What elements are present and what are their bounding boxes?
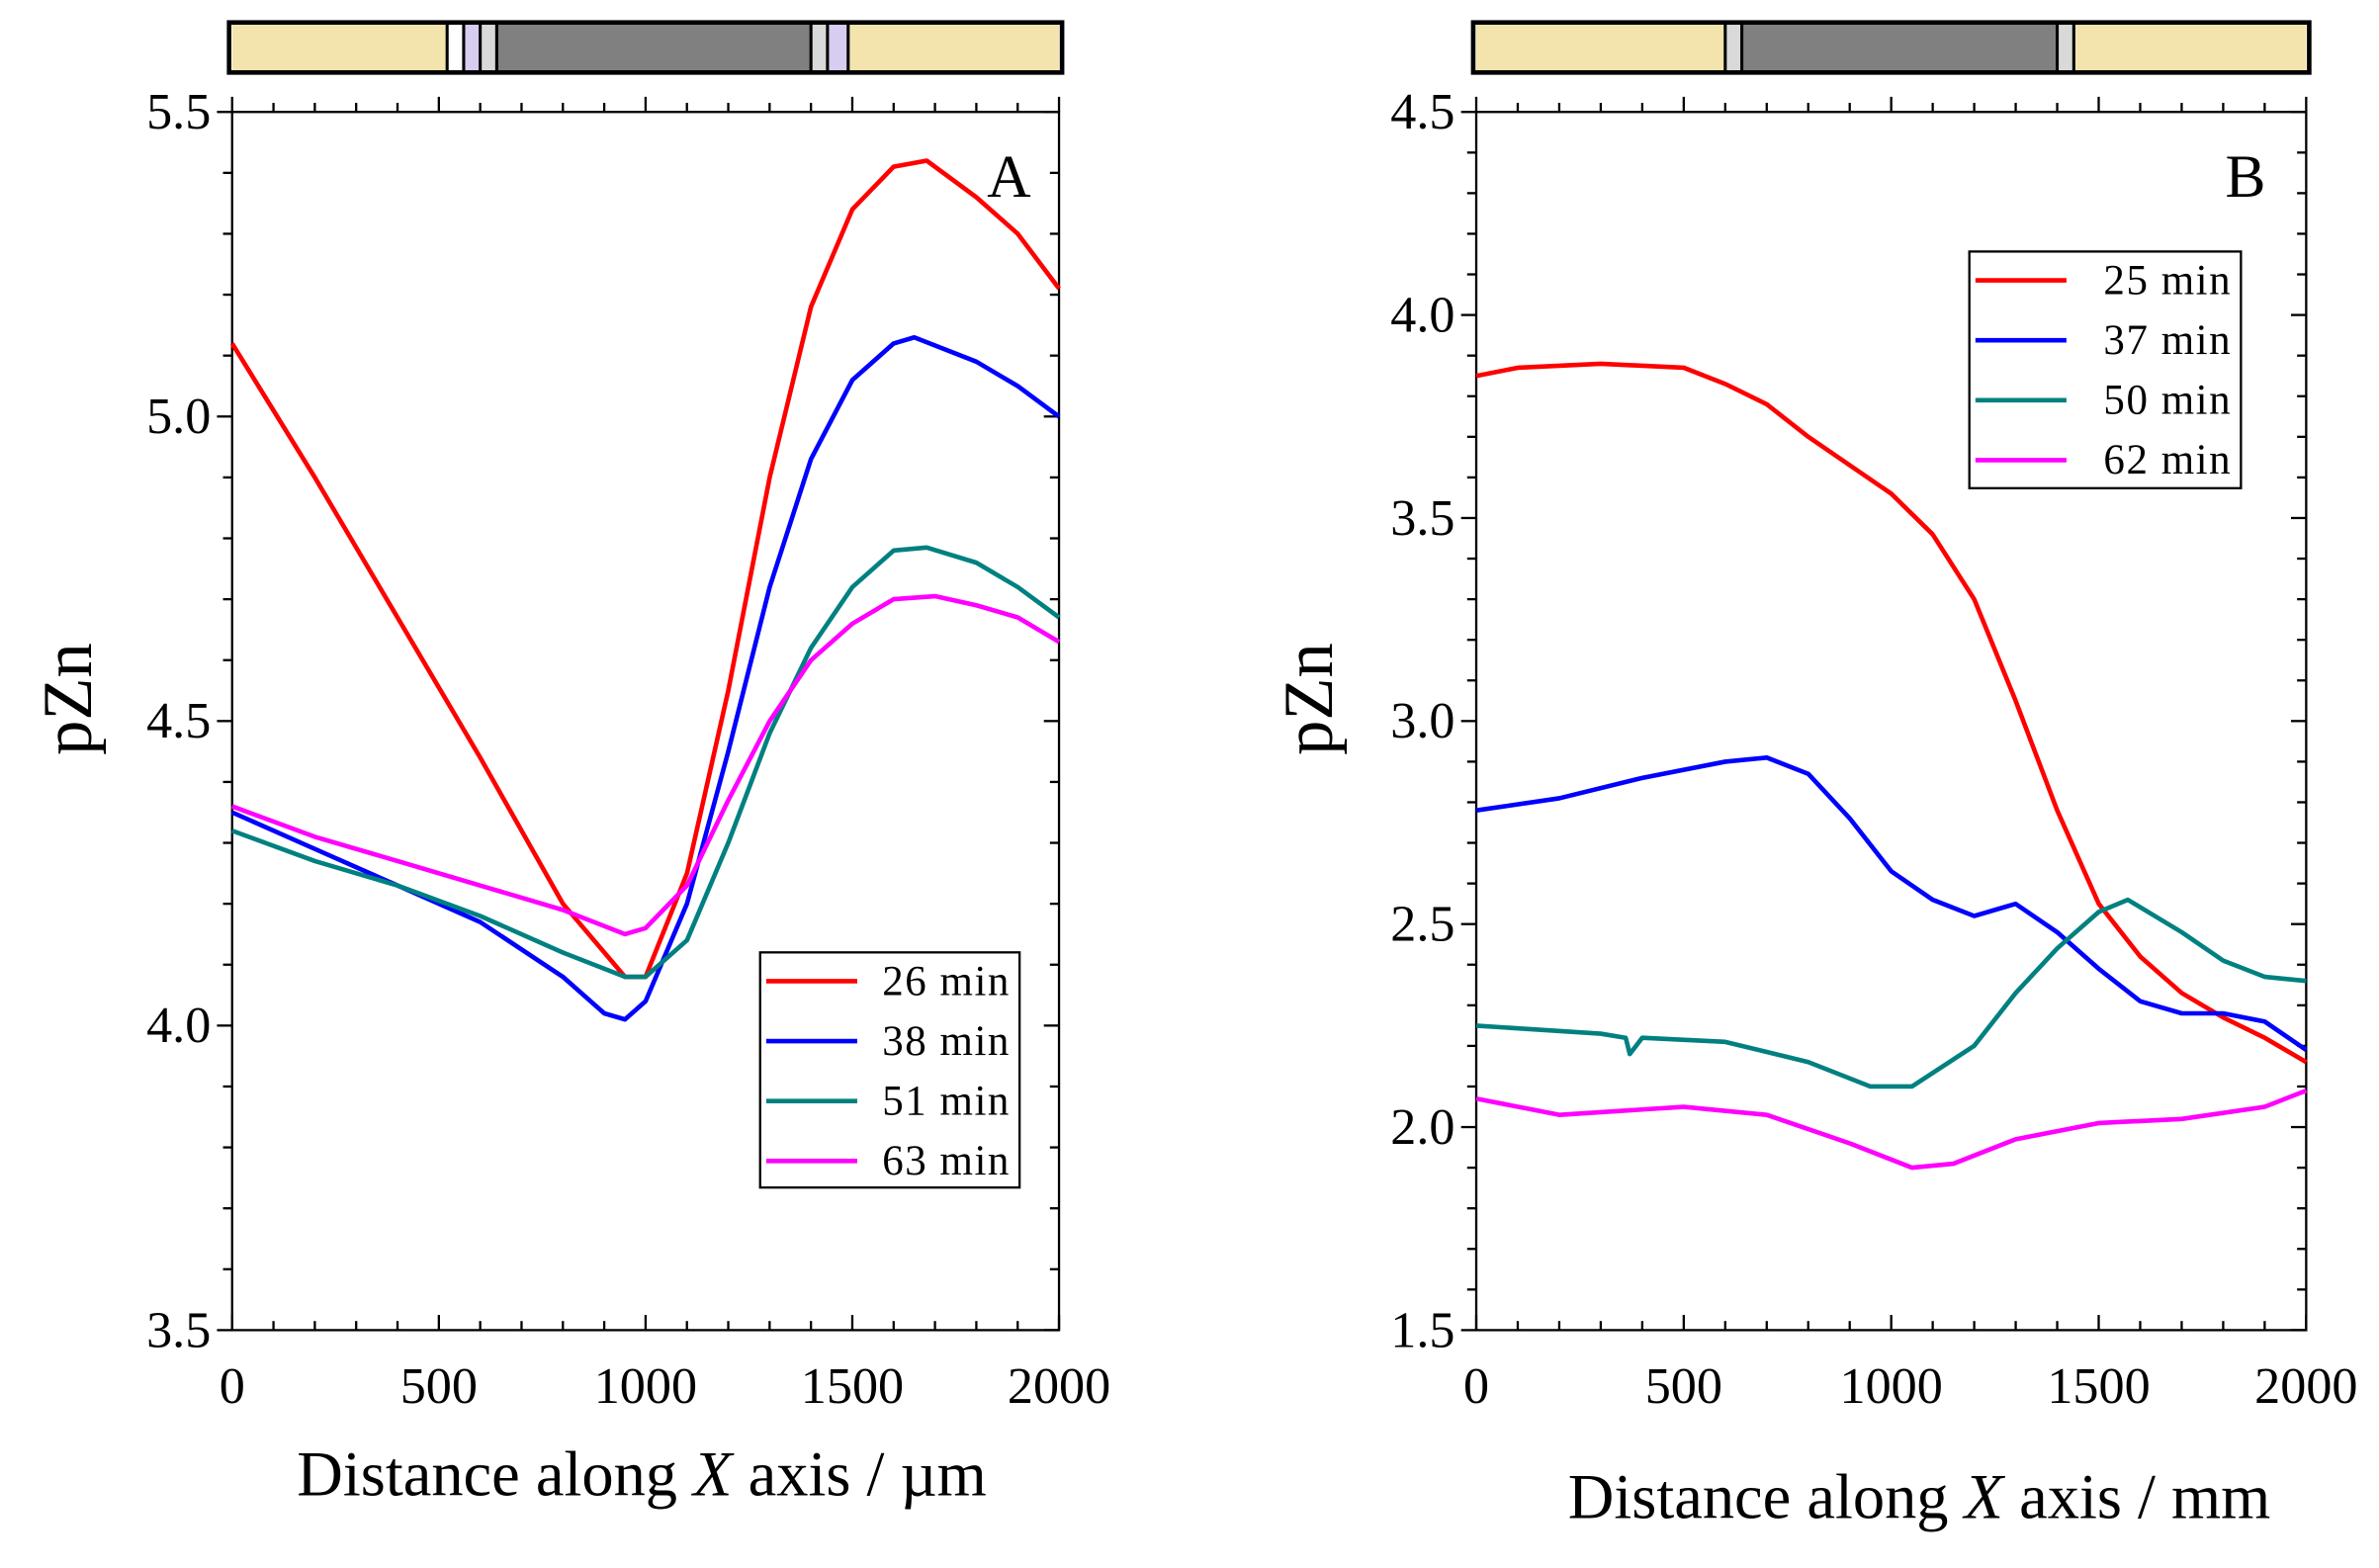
- strip-segment: [847, 22, 1060, 73]
- x-axis-label-suffix: axis / mm: [2003, 1462, 2270, 1532]
- x-axis-label-prefix: Distance along: [297, 1439, 693, 1510]
- x-tick-label: 1500: [801, 1358, 904, 1415]
- strip-segment: [1476, 22, 1725, 73]
- x-axis-label: Distance along X axis / µm: [297, 1439, 986, 1510]
- x-axis-label-suffix: axis / µm: [733, 1439, 987, 1510]
- y-tick-label: 2.0: [1390, 1099, 1454, 1156]
- legend-box: [758, 951, 1021, 1189]
- x-axis-label-variable: X: [1962, 1462, 2006, 1532]
- panel-label: B: [2226, 143, 2266, 211]
- strip-segment: [480, 22, 497, 73]
- legend-label: 38 min: [882, 1018, 1011, 1065]
- y-tick-label: 4.5: [1390, 84, 1454, 140]
- x-tick-label: 0: [220, 1358, 245, 1415]
- series-line-25-min: [1475, 361, 2308, 1065]
- y-tick-label: 5.0: [146, 389, 211, 445]
- series-line-63-min: [230, 593, 1061, 937]
- legend-label: 62 min: [2103, 437, 2232, 483]
- y-tick-label: 5.5: [146, 84, 211, 140]
- series-line-51-min: [230, 545, 1061, 980]
- chart-panel-b: 0 500 1000 1500 2000 1.5 2.0 2.5 3.0 3.5 4.0 4.5 25 …: [1271, 20, 2358, 1532]
- y-tick-label: 4.5: [146, 693, 211, 749]
- legend-label: 37 min: [2103, 317, 2232, 364]
- y-tick-label: 4.0: [146, 998, 211, 1054]
- x-tick-label: 2000: [1008, 1358, 1110, 1415]
- x-tick-label: 1000: [1840, 1358, 1943, 1415]
- y-axis-label: pZn: [30, 643, 107, 755]
- strip-segment: [447, 22, 464, 73]
- legend-label: 26 min: [882, 958, 1011, 1004]
- y-tick-label: 3.0: [1390, 693, 1454, 749]
- strip-segment: [2073, 22, 2307, 73]
- x-axis-label-prefix: Distance along: [1568, 1462, 1965, 1532]
- legend-label: 63 min: [882, 1138, 1011, 1184]
- panel-label: A: [987, 143, 1030, 211]
- strip-segment: [231, 22, 448, 73]
- x-tick-label: 1000: [594, 1358, 697, 1415]
- strip-segment: [2057, 22, 2074, 73]
- x-tick-label: 500: [1645, 1358, 1722, 1415]
- series-line-62-min: [1475, 1088, 2308, 1171]
- y-tick-label: 2.5: [1390, 897, 1454, 953]
- series-line-50-min: [1475, 897, 2307, 1089]
- strip-segment: [463, 22, 481, 73]
- y-axis-label: pZn: [1271, 643, 1348, 755]
- strip-segment: [496, 22, 812, 73]
- legend: 26 min 38 min 51 min 63 min: [758, 951, 1021, 1189]
- strip-segment: [1724, 22, 1742, 73]
- series-line-26-min: [229, 158, 1061, 980]
- series-line-38-min: [230, 334, 1061, 1022]
- y-tick-label: 4.0: [1390, 287, 1454, 343]
- y-tick-label: 3.5: [1390, 490, 1454, 547]
- x-tick-label: 1500: [2047, 1358, 2150, 1415]
- legend-label: 50 min: [2103, 378, 2232, 424]
- legend: 25 min 37 min 50 min 62 min: [1968, 250, 2243, 489]
- y-tick-label: 1.5: [1390, 1302, 1454, 1358]
- strip-segment: [1741, 22, 2058, 73]
- x-tick-label: 0: [1463, 1358, 1489, 1415]
- legend-box: [1968, 250, 2243, 489]
- strip-outline: [1470, 20, 2312, 75]
- legend-label: 51 min: [882, 1079, 1011, 1125]
- series-line-37-min: [1475, 754, 2308, 1052]
- x-axis-label: Distance along X axis / mm: [1568, 1462, 2270, 1532]
- strip-outline: [226, 20, 1065, 75]
- x-axis-label-variable: X: [690, 1439, 735, 1510]
- chart-panel-a: 0 500 1000 1500 2000 3.5 4.0 4.5 5.0 5.5 26 min 38 …: [30, 20, 1110, 1510]
- x-tick-label: 2000: [2254, 1358, 2357, 1415]
- legend-label: 25 min: [2103, 257, 2232, 304]
- x-tick-label: 500: [400, 1358, 478, 1415]
- strip-segment: [827, 22, 848, 73]
- y-tick-label: 3.5: [146, 1302, 211, 1358]
- strip-segment: [811, 22, 828, 73]
